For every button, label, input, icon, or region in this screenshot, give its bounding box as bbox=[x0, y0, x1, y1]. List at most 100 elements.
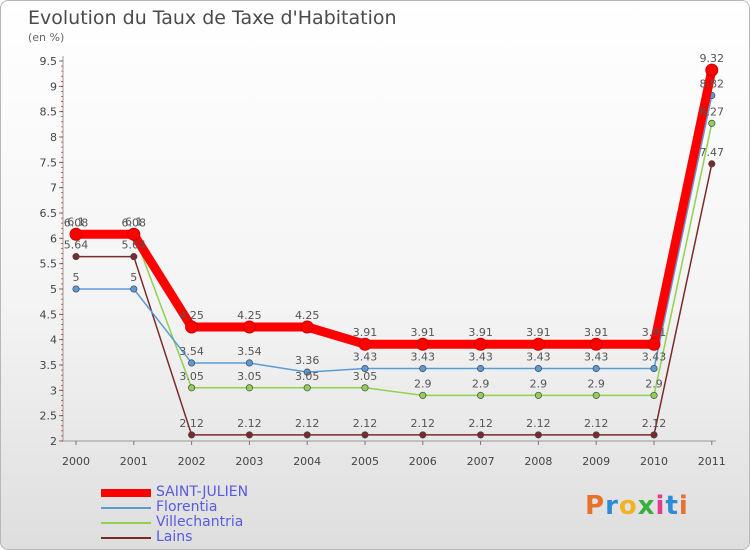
legend-label: Villechantria bbox=[156, 514, 244, 530]
data-label: 6.1 bbox=[67, 215, 85, 228]
x-tick-label: 2011 bbox=[698, 455, 726, 468]
data-label: 3.54 bbox=[237, 345, 262, 358]
legend-swatch bbox=[101, 507, 151, 509]
data-label: 2.9 bbox=[587, 377, 605, 390]
data-label: 2.12 bbox=[295, 417, 320, 430]
y-tick-label: 6 bbox=[50, 232, 57, 245]
data-point bbox=[650, 431, 658, 439]
data-point bbox=[419, 391, 427, 399]
data-point bbox=[647, 337, 661, 351]
data-point bbox=[303, 431, 311, 439]
data-point bbox=[303, 368, 311, 376]
y-tick-label: 4 bbox=[50, 334, 57, 347]
proxiti-logo: Proxiti bbox=[585, 491, 689, 521]
y-tick-label: 8.5 bbox=[40, 106, 58, 119]
legend-label: SAINT-JULIEN bbox=[156, 484, 249, 500]
y-tick-label: 9.5 bbox=[40, 55, 58, 68]
x-tick-label: 2000 bbox=[62, 455, 90, 468]
data-label: 3.43 bbox=[584, 351, 609, 364]
data-point bbox=[127, 227, 141, 241]
data-label: 3.05 bbox=[179, 370, 204, 383]
data-label: 2.12 bbox=[411, 417, 436, 430]
logo-letter: P bbox=[585, 491, 606, 521]
y-tick-label: 7.5 bbox=[40, 156, 58, 169]
data-point bbox=[534, 431, 542, 439]
data-label: 4.25 bbox=[237, 309, 262, 322]
legend-swatch bbox=[101, 489, 151, 497]
data-point bbox=[242, 320, 256, 334]
data-label: 2.12 bbox=[353, 417, 378, 430]
data-label: 8.27 bbox=[700, 105, 725, 118]
data-point bbox=[650, 364, 658, 373]
x-tick-label: 2005 bbox=[351, 455, 379, 468]
y-tick-label: 6.5 bbox=[40, 207, 58, 220]
y-tick-label: 3.5 bbox=[40, 359, 58, 372]
series-line-saint-julien bbox=[76, 69, 717, 349]
data-label: 3.91 bbox=[584, 326, 609, 339]
data-point bbox=[361, 364, 369, 373]
data-point bbox=[419, 364, 427, 373]
data-point bbox=[708, 119, 716, 127]
data-label: 3.91 bbox=[353, 326, 378, 339]
data-label: 3.05 bbox=[295, 370, 320, 383]
data-point bbox=[130, 253, 138, 261]
logo-letter: i bbox=[655, 491, 666, 521]
y-tick-label: 5.5 bbox=[40, 258, 58, 271]
x-tick-label: 2006 bbox=[409, 455, 437, 468]
data-point bbox=[361, 384, 369, 392]
x-tick-label: 2004 bbox=[293, 455, 321, 468]
y-tick-label: 3 bbox=[50, 384, 57, 397]
data-label: 5.64 bbox=[122, 239, 147, 252]
data-point bbox=[361, 431, 369, 439]
data-point bbox=[419, 431, 427, 439]
data-label: 2.12 bbox=[179, 417, 204, 430]
data-label: 3.91 bbox=[411, 326, 436, 339]
data-point bbox=[705, 63, 719, 77]
data-label: 3.05 bbox=[237, 370, 262, 383]
data-point bbox=[188, 384, 196, 392]
data-point bbox=[592, 431, 600, 439]
data-label: 2.12 bbox=[584, 417, 609, 430]
data-label: 6.08 bbox=[122, 216, 147, 229]
series-line-villechantria bbox=[76, 123, 713, 397]
data-point bbox=[534, 391, 542, 399]
data-point bbox=[72, 285, 80, 293]
data-label: 8.82 bbox=[700, 77, 725, 90]
chart-subtitle: (en %) bbox=[28, 31, 65, 44]
data-point bbox=[358, 337, 372, 351]
data-point bbox=[534, 364, 542, 373]
data-label: 9.32 bbox=[700, 52, 725, 65]
data-point bbox=[589, 337, 603, 351]
x-tick-label: 2001 bbox=[120, 455, 148, 468]
logo-letter: r bbox=[605, 491, 619, 521]
data-point bbox=[477, 364, 485, 373]
legend-label: Lains bbox=[156, 529, 193, 545]
data-label: 3.91 bbox=[642, 326, 667, 339]
data-label: 2.9 bbox=[530, 377, 548, 390]
data-label: 3.43 bbox=[468, 351, 493, 364]
data-point bbox=[416, 337, 430, 351]
data-label: 3.54 bbox=[179, 345, 204, 358]
data-point bbox=[185, 320, 199, 334]
x-tick-label: 2003 bbox=[235, 455, 263, 468]
data-point bbox=[531, 337, 545, 351]
logo-letter: x bbox=[637, 491, 656, 521]
series-line-florentia bbox=[76, 95, 713, 373]
data-label: 2.9 bbox=[414, 377, 432, 390]
legend-swatch bbox=[101, 537, 151, 539]
data-point bbox=[477, 391, 485, 399]
x-tick-label: 2010 bbox=[640, 455, 668, 468]
data-label: 3.36 bbox=[295, 354, 320, 367]
x-tick-label: 2009 bbox=[582, 455, 610, 468]
data-label: 6.1 bbox=[125, 215, 143, 228]
data-point bbox=[474, 337, 488, 351]
y-tick-label: 2 bbox=[50, 435, 57, 448]
data-point bbox=[69, 227, 83, 241]
data-point bbox=[650, 391, 658, 399]
data-label: 3.05 bbox=[353, 370, 378, 383]
data-label: 3.91 bbox=[468, 326, 493, 339]
data-point bbox=[708, 160, 716, 168]
y-tick-label: 8 bbox=[50, 131, 57, 144]
